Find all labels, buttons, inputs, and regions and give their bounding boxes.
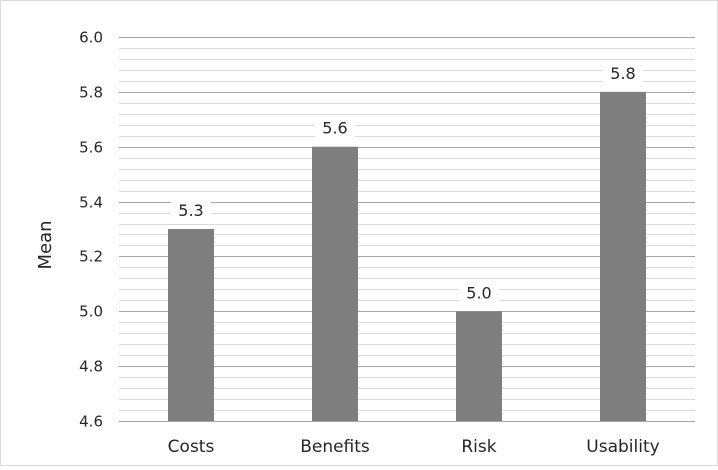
x-axis-category-labels: Costs Benefits Risk Usability xyxy=(168,437,660,457)
data-label-background xyxy=(603,61,643,84)
y-tick-label: 4.8 xyxy=(79,358,103,376)
y-tick-label: 5.2 xyxy=(79,248,103,266)
bar-costs xyxy=(168,229,214,421)
y-tick-label: 5.8 xyxy=(79,84,103,102)
bar-usability xyxy=(600,91,646,421)
y-axis-tick-labels: 4.6 4.8 5.0 5.2 5.4 5.6 5.8 6.0 xyxy=(79,29,103,431)
y-tick-label: 5.6 xyxy=(79,139,103,157)
data-labels: 5.3 5.6 5.0 5.8 xyxy=(171,61,643,304)
data-label-background xyxy=(171,199,211,221)
x-category-label: Benefits xyxy=(300,437,370,457)
data-label-usability: 5.8 xyxy=(610,64,635,83)
data-label-background xyxy=(315,116,355,139)
bar-risk xyxy=(456,311,502,421)
y-tick-label: 6.0 xyxy=(79,29,103,47)
data-label-benefits: 5.6 xyxy=(322,119,347,138)
y-axis-title: Mean xyxy=(35,220,56,269)
y-tick-label: 4.6 xyxy=(79,413,103,431)
data-label-costs: 5.3 xyxy=(178,201,203,220)
data-label-background xyxy=(459,281,499,304)
y-tick-label: 5.0 xyxy=(79,303,103,321)
x-category-label: Costs xyxy=(168,437,215,457)
x-category-label: Risk xyxy=(461,437,496,457)
bar-benefits xyxy=(312,146,358,421)
major-gridlines xyxy=(119,37,695,422)
x-category-label: Usability xyxy=(586,437,659,457)
y-tick-label: 5.4 xyxy=(79,194,103,212)
data-label-risk: 5.0 xyxy=(466,283,491,302)
bars xyxy=(168,91,646,421)
